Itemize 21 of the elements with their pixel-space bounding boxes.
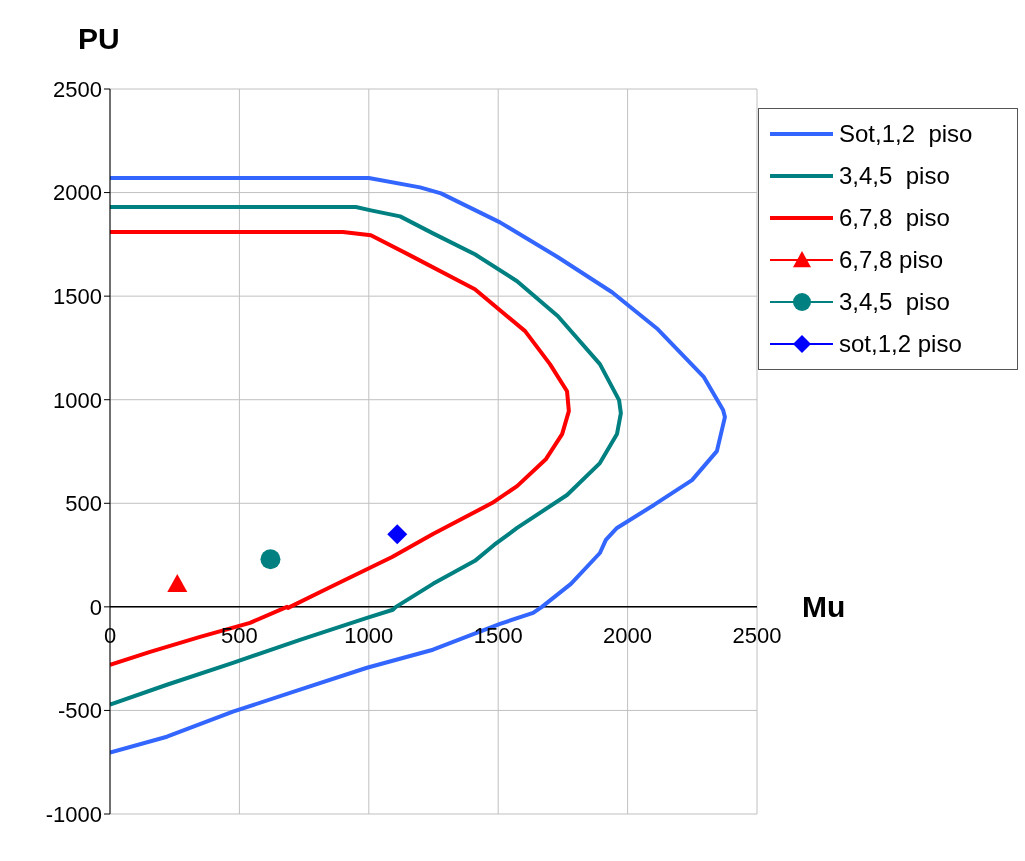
x-tick-label: 2000 <box>603 622 653 648</box>
y-tick-label: -500 <box>57 698 102 724</box>
x-tick-label: 1500 <box>473 622 523 648</box>
x-tick-label: 2500 <box>732 622 782 648</box>
legend-label: 3,4,5 piso <box>839 162 950 190</box>
y-tick-label: 1500 <box>53 283 102 309</box>
legend-label: 3,4,5 piso <box>839 288 950 316</box>
y-tick-label: 1000 <box>53 387 102 413</box>
y-tick-label: 2500 <box>53 76 102 102</box>
y-tick-label: -1000 <box>45 801 102 827</box>
y-tick-label: 2000 <box>53 180 102 206</box>
legend-label: sot,1,2 piso <box>839 330 962 358</box>
legend-label: 6,7,8 piso <box>839 246 944 274</box>
legend-label: Sot,1,2 piso <box>839 120 973 148</box>
y-tick-label: 500 <box>65 491 102 517</box>
legend-label: 6,7,8 piso <box>839 204 950 232</box>
y-axis-title: PU <box>78 22 120 56</box>
x-tick-label: 500 <box>221 622 258 648</box>
x-tick-label: 1000 <box>344 622 394 648</box>
x-axis-title: Mu <box>802 590 846 624</box>
y-tick-label: 0 <box>89 594 102 620</box>
